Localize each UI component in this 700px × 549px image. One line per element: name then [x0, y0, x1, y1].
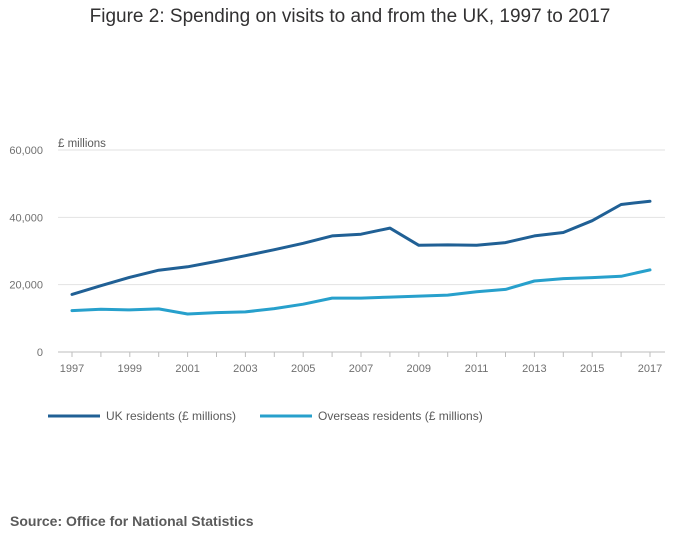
axes: 0 20,000 40,000 60,000 1997 1999 2001 2003 2005 2… [9, 145, 665, 375]
series-line-overseas-residents [70, 268, 652, 316]
x-tick-label: 2007 [349, 363, 373, 375]
x-tick-label: 2003 [233, 363, 257, 375]
x-tick-label: 2009 [407, 363, 431, 375]
x-tick-label: 2001 [175, 363, 199, 375]
source-note: Source: Office for National Statistics [10, 513, 254, 529]
series-lines [70, 199, 652, 316]
y-tick-label: 40,000 [9, 212, 43, 224]
y-tick-label: 0 [37, 347, 43, 359]
legend-label: UK residents (£ millions) [106, 409, 236, 423]
y-axis-unit-label: £ millions [58, 138, 106, 150]
x-tick-label: 2015 [580, 363, 604, 375]
x-tick-label: 2013 [522, 363, 546, 375]
series-line-uk-residents [70, 199, 652, 296]
x-tick-label: 1999 [118, 363, 142, 375]
gridlines [58, 149, 665, 286]
x-tick-label: 2011 [465, 363, 489, 375]
x-tick-label: 2005 [291, 363, 315, 375]
legend-label: Overseas residents (£ millions) [318, 409, 483, 423]
legend: UK residents (£ millions) Overseas reside… [48, 409, 483, 423]
chart-title: Figure 2: Spending on visits to and from… [89, 6, 611, 27]
x-tick-label: 2017 [638, 363, 662, 375]
x-tick-label: 1997 [60, 363, 84, 375]
y-tick-label: 60,000 [9, 145, 43, 157]
y-tick-label: 20,000 [9, 280, 43, 292]
